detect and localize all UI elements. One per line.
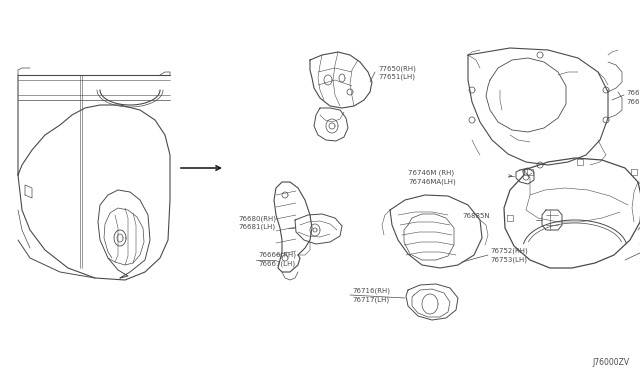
Text: 76680(RH)
76681(LH): 76680(RH) 76681(LH) xyxy=(238,215,276,230)
Text: 76746M (RH)
76746MA(LH): 76746M (RH) 76746MA(LH) xyxy=(408,170,456,185)
Text: 76885N: 76885N xyxy=(462,213,490,219)
Text: 76630(RH)
76631(LH): 76630(RH) 76631(LH) xyxy=(626,90,640,105)
Text: J76000ZV: J76000ZV xyxy=(593,358,630,367)
Text: 77650(RH)
77651(LH): 77650(RH) 77651(LH) xyxy=(378,65,416,80)
Text: 76752(RH)
76753(LH): 76752(RH) 76753(LH) xyxy=(490,248,528,263)
Text: 76666(RH)
76667(LH): 76666(RH) 76667(LH) xyxy=(258,252,296,267)
Text: 76716(RH)
76717(LH): 76716(RH) 76717(LH) xyxy=(352,288,390,303)
